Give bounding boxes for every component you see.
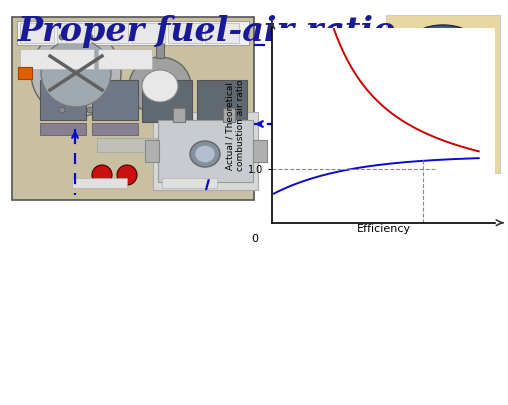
Bar (223, 108, 235, 122)
Bar (311, 105, 371, 137)
Bar (145, 140, 159, 162)
Bar (18, 25, 133, 120)
Bar (316, 79, 326, 89)
Circle shape (87, 107, 93, 113)
Bar (12, 17, 254, 200)
Bar (424, 125, 462, 155)
Bar (158, 120, 253, 182)
Bar (296, 83, 388, 155)
Circle shape (117, 165, 137, 185)
Bar (205, 23, 239, 43)
Bar (414, 151, 472, 165)
Bar (466, 69, 488, 85)
Bar (168, 23, 202, 43)
Bar (197, 80, 247, 122)
Text: 0: 0 (251, 234, 259, 244)
Ellipse shape (41, 39, 111, 107)
Bar (98, 49, 152, 69)
Bar (386, 15, 500, 173)
Ellipse shape (129, 57, 191, 115)
Ellipse shape (276, 107, 288, 131)
Bar (94, 23, 128, 43)
Bar (364, 79, 374, 89)
Ellipse shape (195, 145, 215, 162)
Bar (253, 140, 267, 162)
Circle shape (87, 34, 93, 40)
Bar (40, 123, 86, 135)
Bar (162, 178, 217, 188)
Circle shape (59, 107, 65, 113)
Bar (40, 80, 86, 120)
Y-axis label: Actual / Theoretical
combustion air ratio: Actual / Theoretical combustion air rati… (226, 80, 245, 171)
Bar (414, 90, 472, 128)
Bar (408, 40, 478, 65)
Bar (428, 60, 458, 95)
Bar (92, 80, 138, 120)
Ellipse shape (190, 141, 220, 167)
Bar (72, 178, 127, 188)
Ellipse shape (31, 29, 121, 117)
Text: Proper fuel-air ratio: Proper fuel-air ratio (18, 15, 396, 48)
Bar (142, 80, 192, 122)
Bar (341, 79, 351, 89)
Bar (411, 30, 475, 38)
Ellipse shape (408, 25, 478, 65)
Bar (306, 97, 378, 141)
Bar (18, 67, 32, 79)
Bar (416, 40, 426, 58)
Bar (173, 108, 185, 122)
Bar (20, 23, 54, 43)
Bar (153, 112, 258, 190)
Bar (20, 49, 94, 69)
Bar (57, 23, 91, 43)
Bar (17, 21, 249, 45)
Bar (282, 105, 298, 133)
Circle shape (59, 34, 65, 40)
Bar (131, 23, 165, 43)
X-axis label: Efficiency: Efficiency (357, 224, 410, 234)
Ellipse shape (142, 70, 178, 102)
Bar (300, 89, 384, 149)
Bar (97, 138, 157, 152)
Bar (394, 96, 416, 121)
Bar (468, 96, 490, 121)
Bar (156, 43, 164, 58)
Circle shape (92, 165, 112, 185)
Bar (92, 123, 138, 135)
